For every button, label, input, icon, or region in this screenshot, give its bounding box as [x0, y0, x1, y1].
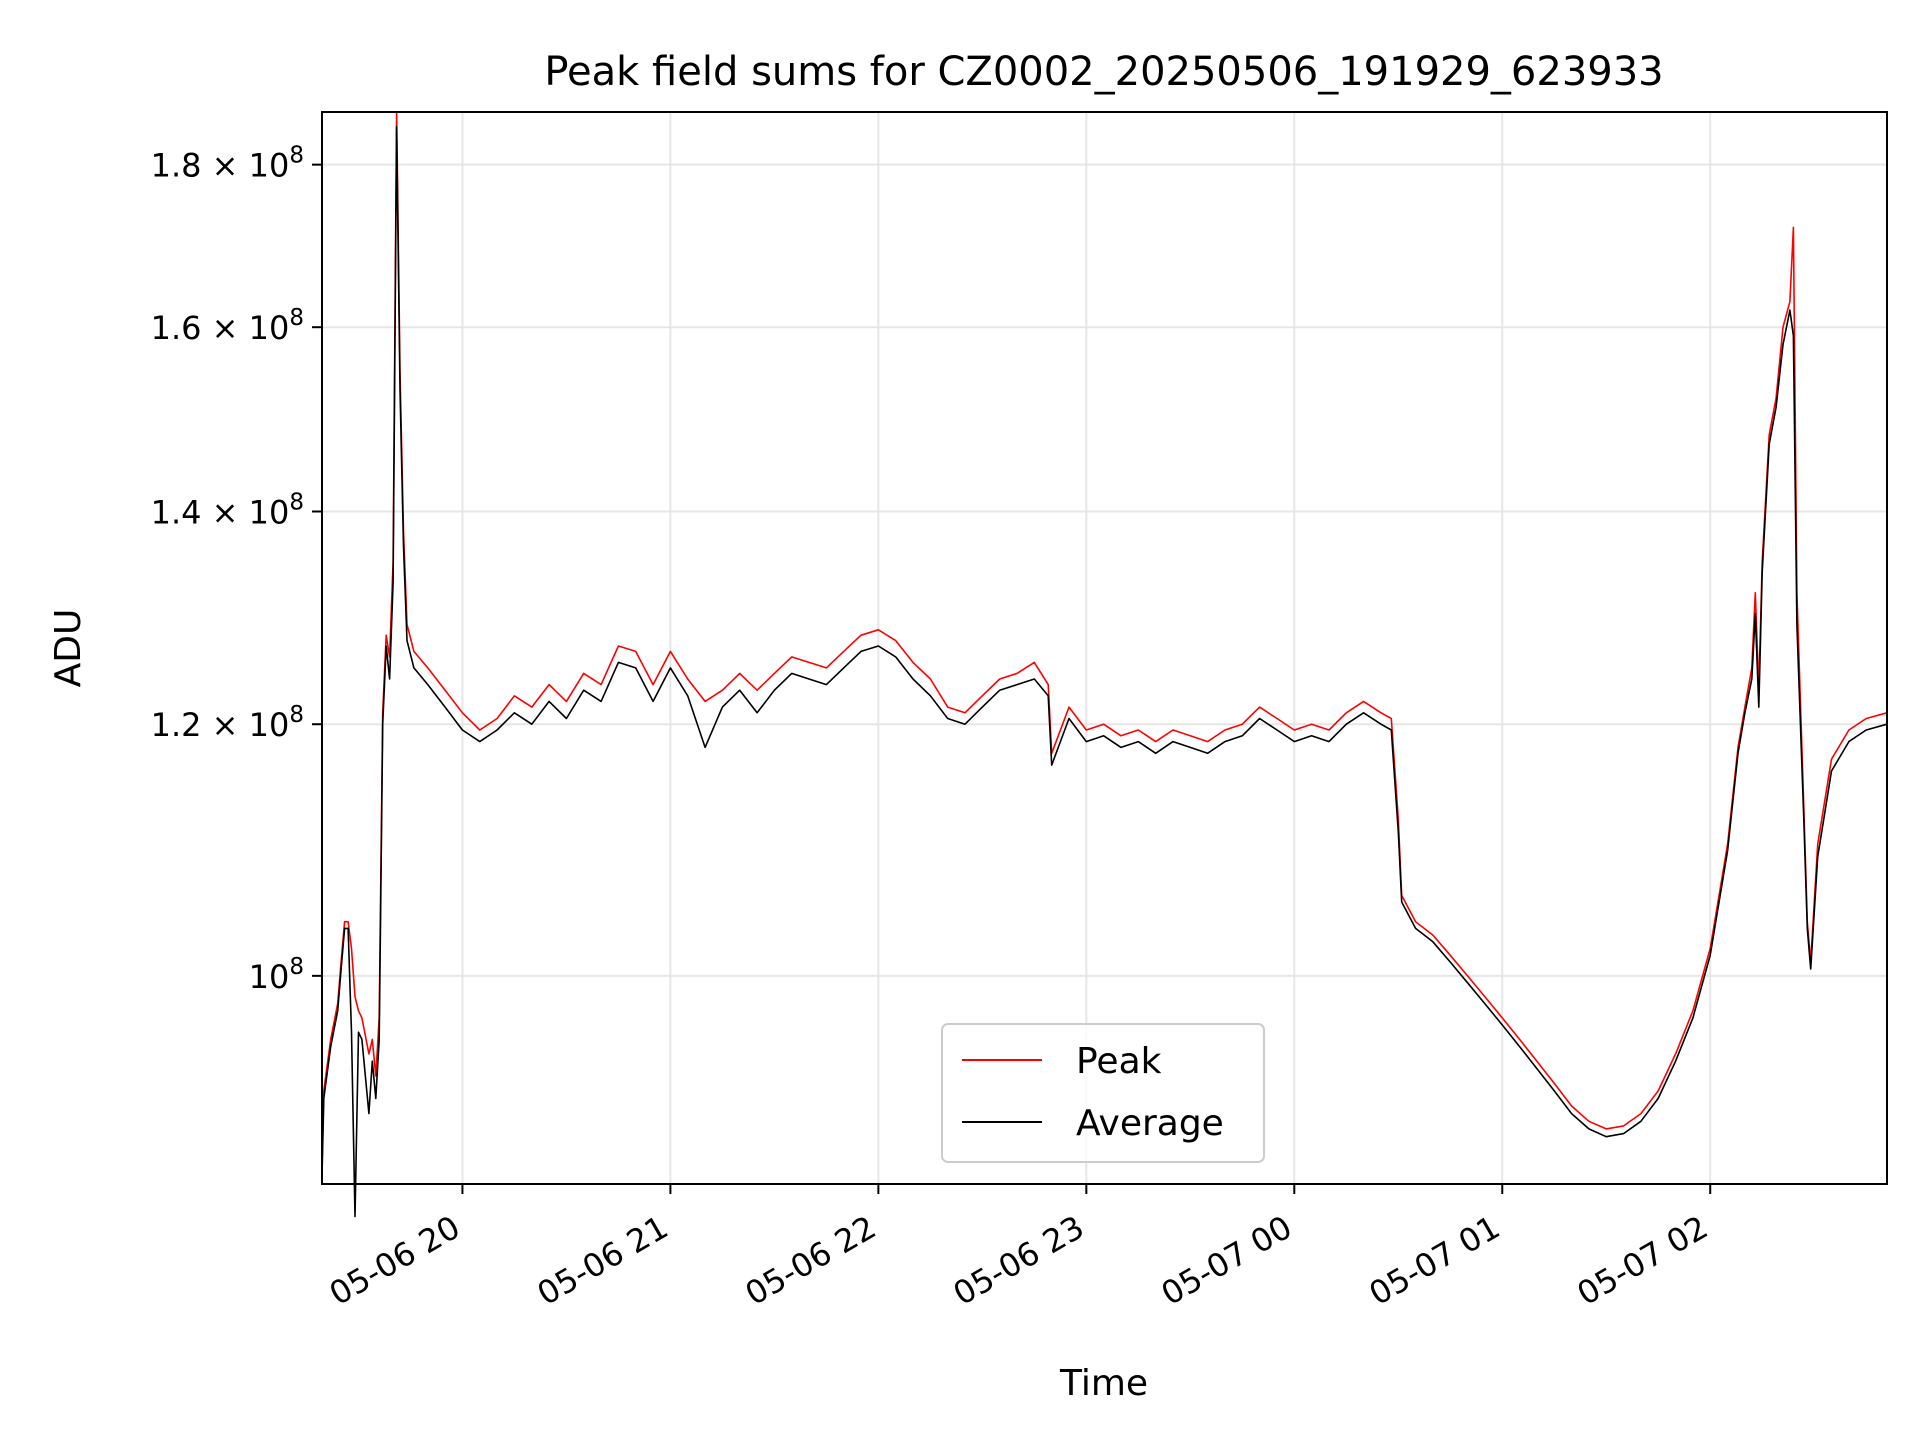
legend-label-average: Average	[1076, 1103, 1224, 1144]
legend-box	[941, 1023, 1265, 1163]
legend: Peak Average	[941, 1023, 1265, 1163]
y-tick-label: 1.8 × 108	[151, 143, 304, 185]
y-tick-exponent: 8	[289, 702, 304, 728]
y-tick-exponent: 8	[289, 143, 304, 169]
y-tick-exponent: 8	[289, 305, 304, 331]
y-tick-mantissa: 10	[249, 958, 290, 996]
chart-title: Peak field sums for CZ0002_20250506_1919…	[544, 49, 1663, 95]
y-axis-label: ADU	[48, 609, 89, 688]
legend-label-peak: Peak	[1076, 1041, 1162, 1082]
y-tick-mantissa: 1.8 × 10	[151, 147, 290, 185]
y-tick-label: 108	[249, 954, 304, 996]
y-tick-label: 1.4 × 108	[151, 489, 304, 531]
x-axis-label: Time	[1059, 1363, 1148, 1404]
y-tick-mantissa: 1.4 × 10	[151, 493, 290, 531]
series-layer	[321, 111, 1888, 1218]
y-tick-exponent: 8	[289, 489, 304, 515]
y-tick-exponent: 8	[289, 954, 304, 980]
plot-frame	[321, 111, 1888, 1185]
series-line-average	[321, 126, 1888, 1218]
grid	[322, 112, 1887, 1184]
y-tick-label: 1.2 × 108	[151, 702, 304, 744]
y-tick-mantissa: 1.6 × 10	[151, 309, 290, 347]
y-tick-mantissa: 1.2 × 10	[151, 706, 290, 744]
y-tick-label: 1.6 × 108	[151, 305, 304, 347]
